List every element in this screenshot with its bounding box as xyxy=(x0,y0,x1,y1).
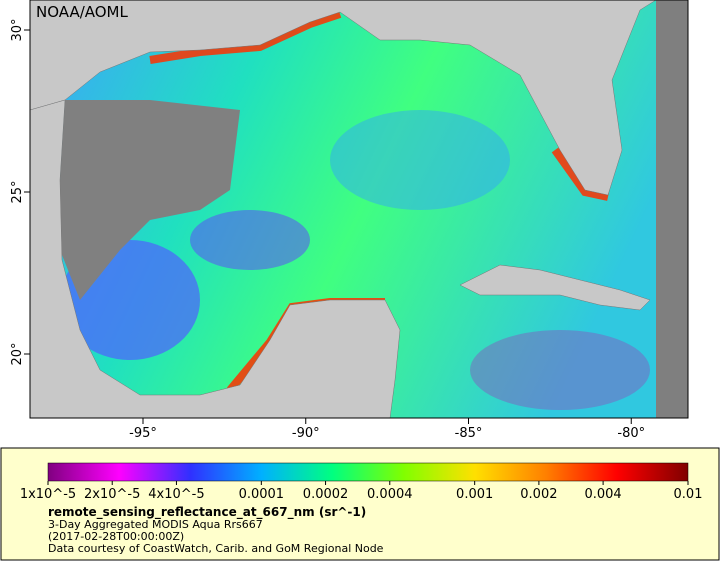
water-patch xyxy=(190,210,310,270)
x-tick-label: -85° xyxy=(455,426,483,441)
land-usa xyxy=(29,0,657,196)
map-image: NOAA/AOML xyxy=(29,0,689,419)
x-tick-label: -95° xyxy=(129,426,157,441)
colorbar-tick-label: 0.0004 xyxy=(367,487,413,502)
x-tick-label: -90° xyxy=(292,426,320,441)
colorbar-tick-label: 0.004 xyxy=(584,487,621,502)
colorbar-tick-label: 4x10^-5 xyxy=(148,487,204,502)
land-mexico xyxy=(29,99,401,419)
x-tick-label: -80° xyxy=(617,426,645,441)
no-data-area xyxy=(60,100,240,300)
colorbar xyxy=(47,462,689,482)
y-tick-label: 20° xyxy=(10,342,25,365)
colorbar-tick-label: 1x10^-5 xyxy=(20,487,76,502)
credit-label: NOAA/AOML xyxy=(36,3,129,21)
map-frame xyxy=(29,0,689,419)
source-label: Data courtesy of CoastWatch, Carib. and … xyxy=(48,542,384,555)
colorbar-tick-label: 0.0002 xyxy=(303,487,349,502)
variable-label: remote_sensing_reflectance_at_667_nm (sr… xyxy=(48,505,366,520)
time-label: (2017-02-28T00:00:00Z) xyxy=(48,530,184,543)
no-data-strip xyxy=(656,0,688,418)
water-patch xyxy=(470,330,650,410)
water-patch xyxy=(330,110,510,210)
y-tick-label: 25° xyxy=(10,180,25,203)
y-tick-label: 30° xyxy=(10,18,25,41)
description-label: 3-Day Aggregated MODIS Aqua Rrs667 xyxy=(48,518,263,531)
colorbar-tick-label: 2x10^-5 xyxy=(84,487,140,502)
colorbar-tick-label: 0.002 xyxy=(520,487,557,502)
colorbar-tick-label: 0.0001 xyxy=(239,487,285,502)
colorbar-tick-label: 0.01 xyxy=(674,487,703,502)
land-cuba xyxy=(459,264,651,311)
colorbar-tick-label: 0.001 xyxy=(456,487,493,502)
coastal-high-values xyxy=(149,10,609,393)
